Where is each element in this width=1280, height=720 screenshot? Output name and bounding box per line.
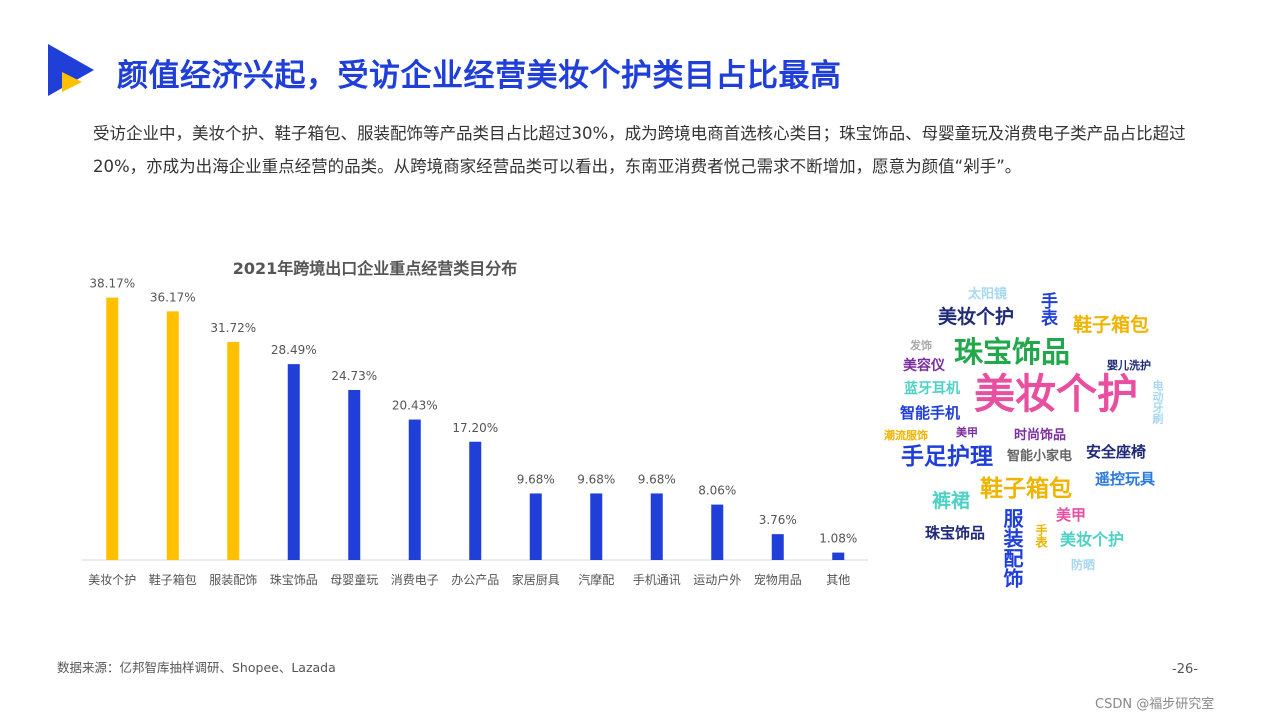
bar-value-label: 36.17%: [150, 290, 196, 304]
cloud-word: 裤裙: [932, 490, 971, 512]
bar-value-label: 9.68%: [638, 472, 676, 486]
bar-value-label: 9.68%: [517, 472, 555, 486]
page-number: -26-: [1172, 662, 1198, 677]
cloud-word: 珠宝饰品: [925, 524, 986, 542]
bar-8: [529, 493, 542, 560]
x-tick-label: 鞋子箱包: [149, 572, 197, 587]
bar-3: [227, 341, 240, 560]
x-tick-label: 手机通讯: [633, 573, 681, 587]
bar-5: [348, 389, 361, 560]
cloud-word: 珠宝饰品: [954, 335, 1071, 369]
bar-value-label: 8.06%: [698, 484, 736, 498]
cloud-word: 防晒: [1071, 558, 1096, 572]
bar-value-label: 20.43%: [392, 399, 438, 413]
x-tick-label: 办公产品: [451, 572, 499, 587]
bar-9: [590, 493, 603, 560]
x-tick-label: 其他: [826, 573, 850, 587]
page-title: 颜值经济兴起，受访企业经营美妆个护类目占比最高: [117, 58, 842, 94]
category-word-cloud: 太阳镜 手表 美妆个护 鞋子箱包 发饰 珠宝饰品 美容仪 婴儿洗护 蓝牙耳机 美…: [870, 280, 1170, 600]
bar-11: [711, 504, 724, 560]
chart-title: 2021年跨境出口企业重点经营类目分布: [233, 259, 518, 278]
bar-value-label: 31.72%: [210, 321, 256, 335]
cloud-word: 时尚饰品: [1014, 428, 1067, 443]
bar-value-label: 3.76%: [759, 513, 797, 527]
bar-7: [469, 441, 482, 560]
x-tick-label: 运动户外: [693, 572, 741, 587]
cloud-word: 服装配饰: [1000, 508, 1024, 588]
cloud-word: 潮流服饰: [884, 429, 928, 442]
bar-4: [287, 364, 300, 560]
cloud-word: 婴儿洗护: [1107, 359, 1151, 372]
cloud-word: 蓝牙耳机: [904, 381, 960, 397]
x-tick-label: 珠宝饰品: [270, 573, 318, 587]
cloud-word: 鞋子箱包: [980, 476, 1072, 502]
data-source-note: 数据来源：亿邦智库抽样调研、Shopee、Lazada: [57, 660, 336, 675]
x-tick-label: 服装配饰: [209, 573, 257, 587]
bar-value-label: 28.49%: [271, 343, 317, 357]
cloud-word: 手表: [1037, 292, 1057, 326]
bar-12: [771, 534, 784, 560]
cloud-word: 太阳镜: [968, 287, 1008, 302]
bar-value-label: 24.73%: [331, 369, 377, 383]
x-tick-label: 汽摩配: [578, 572, 614, 587]
x-tick-label: 宠物用品: [754, 572, 802, 587]
cloud-word: 美妆个护: [938, 306, 1015, 328]
bar-1: [106, 297, 119, 560]
bar-value-label: 1.08%: [819, 532, 857, 546]
bar-value-label: 38.17%: [89, 277, 135, 291]
cloud-word: 美妆个护: [1060, 530, 1125, 549]
bar-value-label: 17.20%: [452, 421, 498, 435]
intro-paragraph: 受访企业中，美妆个护、鞋子箱包、服装配饰等产品类目占比超过30%，成为跨境电商首…: [93, 124, 1186, 176]
cloud-word: 智能小家电: [1007, 449, 1073, 464]
cloud-word: 美甲: [1056, 506, 1087, 524]
cloud-word: 手表: [1034, 524, 1048, 548]
bar-2: [166, 311, 179, 560]
x-tick-label: 家居厨具: [512, 572, 560, 587]
x-tick-label: 母婴童玩: [330, 572, 378, 587]
cloud-word: 鞋子箱包: [1073, 314, 1150, 336]
cloud-word: 电动牙刷: [1151, 380, 1164, 424]
cloud-word: 智能手机: [900, 404, 961, 422]
bar-10: [650, 493, 663, 560]
watermark: CSDN @福步研究室: [1095, 697, 1215, 712]
cloud-word: 美妆个护: [974, 370, 1138, 418]
category-bar-chart: 2021年跨境出口企业重点经营类目分布 38.17% 美妆个护 36.17% 鞋子箱包…: [82, 259, 868, 587]
brand-logo-icon: [48, 44, 94, 96]
cloud-word: 遥控玩具: [1095, 470, 1156, 488]
bar-13: [832, 552, 845, 560]
cloud-word: 手足护理: [901, 444, 993, 470]
bar-value-label: 9.68%: [577, 472, 615, 486]
cloud-word: 安全座椅: [1086, 443, 1147, 461]
cloud-word: 发饰: [910, 339, 932, 352]
cloud-word: 美容仪: [903, 358, 945, 374]
x-tick-label: 消费电子: [391, 573, 439, 587]
x-tick-label: 美妆个护: [88, 573, 136, 587]
bar-6: [408, 419, 421, 560]
cloud-word: 美甲: [956, 426, 978, 439]
